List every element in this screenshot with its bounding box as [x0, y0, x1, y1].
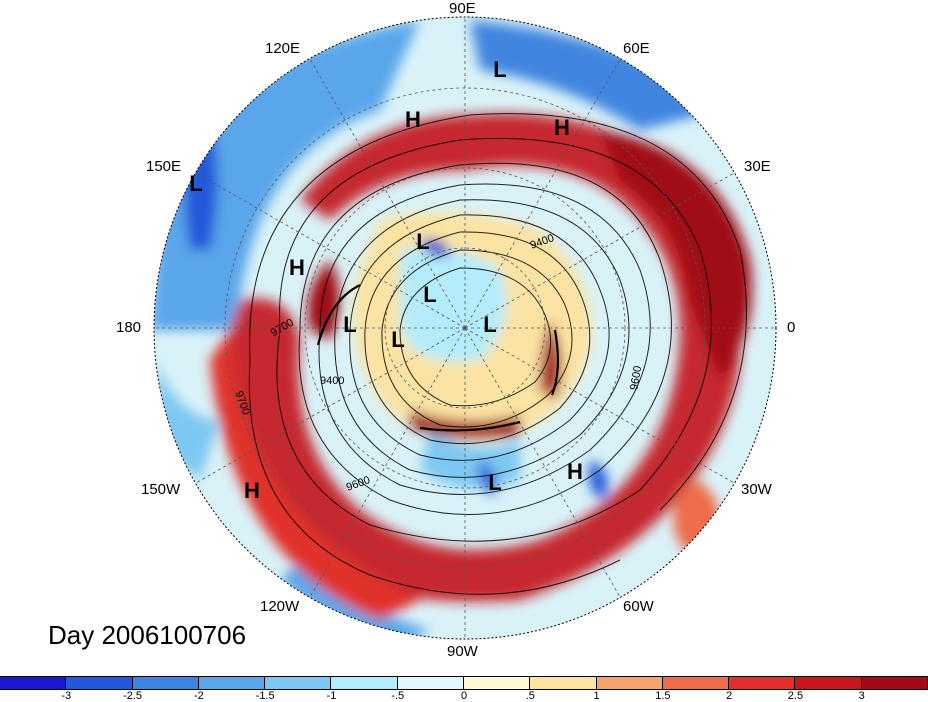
colorbar-swatch: [397, 677, 464, 689]
high-center-label: H: [405, 107, 421, 132]
colorbar-swatch: [66, 677, 133, 689]
colorbar-swatch: [463, 677, 531, 689]
colorbar-tick-label: -2: [193, 690, 204, 702]
colorbar-swatch: [265, 677, 332, 689]
lon-label-150e: 150E: [146, 158, 182, 175]
low-center-label: L: [416, 229, 430, 254]
lon-label-150w: 150W: [141, 481, 181, 498]
colorbar-tick-label: 1.5: [655, 690, 671, 702]
high-center-label: H: [244, 478, 260, 503]
colorbar-tick-label: -3: [61, 690, 72, 702]
colorbar-swatch: [530, 677, 597, 689]
low-center-label: L: [423, 282, 437, 307]
colorbar-ticks: -3 -2.5 -2 -1.5 -1 -.5 0 .5 1 1.5 2 2.5 3: [0, 690, 928, 702]
lon-label-90w: 90W: [447, 643, 478, 660]
colorbar-tick-label: 2: [726, 690, 733, 702]
low-center-label: L: [483, 312, 497, 337]
day-title: Day 2006100706: [48, 620, 247, 650]
low-center-label: L: [391, 327, 405, 352]
colorbar-swatch: [729, 677, 796, 689]
lon-label-30e: 30E: [744, 158, 771, 175]
lon-label-120e: 120E: [265, 40, 301, 57]
high-center-label: H: [567, 459, 583, 484]
colorbar-swatch: [662, 677, 730, 689]
colorbar-tick-label: .5: [525, 690, 535, 702]
colorbar-swatch: [861, 677, 928, 689]
high-center-label: H: [554, 115, 570, 140]
lon-label-180: 180: [116, 319, 142, 336]
lon-label-60w: 60W: [623, 598, 654, 615]
colorbar-tick-label: 3: [858, 690, 865, 702]
contour-label: 9400: [320, 375, 345, 387]
colorbar-tick-label: -1: [326, 690, 337, 702]
lon-label-90e: 90E: [449, 0, 476, 17]
colorbar-tick-label: -.5: [391, 690, 405, 702]
colorbar-swatch: [596, 677, 663, 689]
low-center-label: L: [343, 312, 357, 337]
high-center-label: H: [289, 255, 305, 280]
colorbar-swatch: [0, 677, 67, 689]
colorbar-swatch: [132, 677, 199, 689]
colorbar-tick-label: -1.5: [255, 690, 275, 702]
colorbar-tick-label: 2.5: [787, 690, 804, 702]
low-center-label: L: [493, 57, 507, 82]
lon-label-0: 0: [787, 319, 796, 336]
low-center-label: L: [488, 470, 502, 495]
low-center-label: L: [189, 171, 203, 196]
colorbar-swatch: [795, 677, 862, 689]
colorbar: [0, 676, 928, 690]
colorbar-swatch: [331, 677, 398, 689]
lon-label-60e: 60E: [623, 40, 650, 57]
colorbar-tick-label: 0: [460, 690, 468, 702]
colorbar-swatch: [198, 677, 266, 689]
colorbar-tick-label: 1: [593, 690, 600, 702]
colorbar-tick-label: -2.5: [123, 690, 143, 702]
lon-label-30w: 30W: [741, 481, 772, 498]
lon-label-120w: 120W: [260, 598, 300, 615]
